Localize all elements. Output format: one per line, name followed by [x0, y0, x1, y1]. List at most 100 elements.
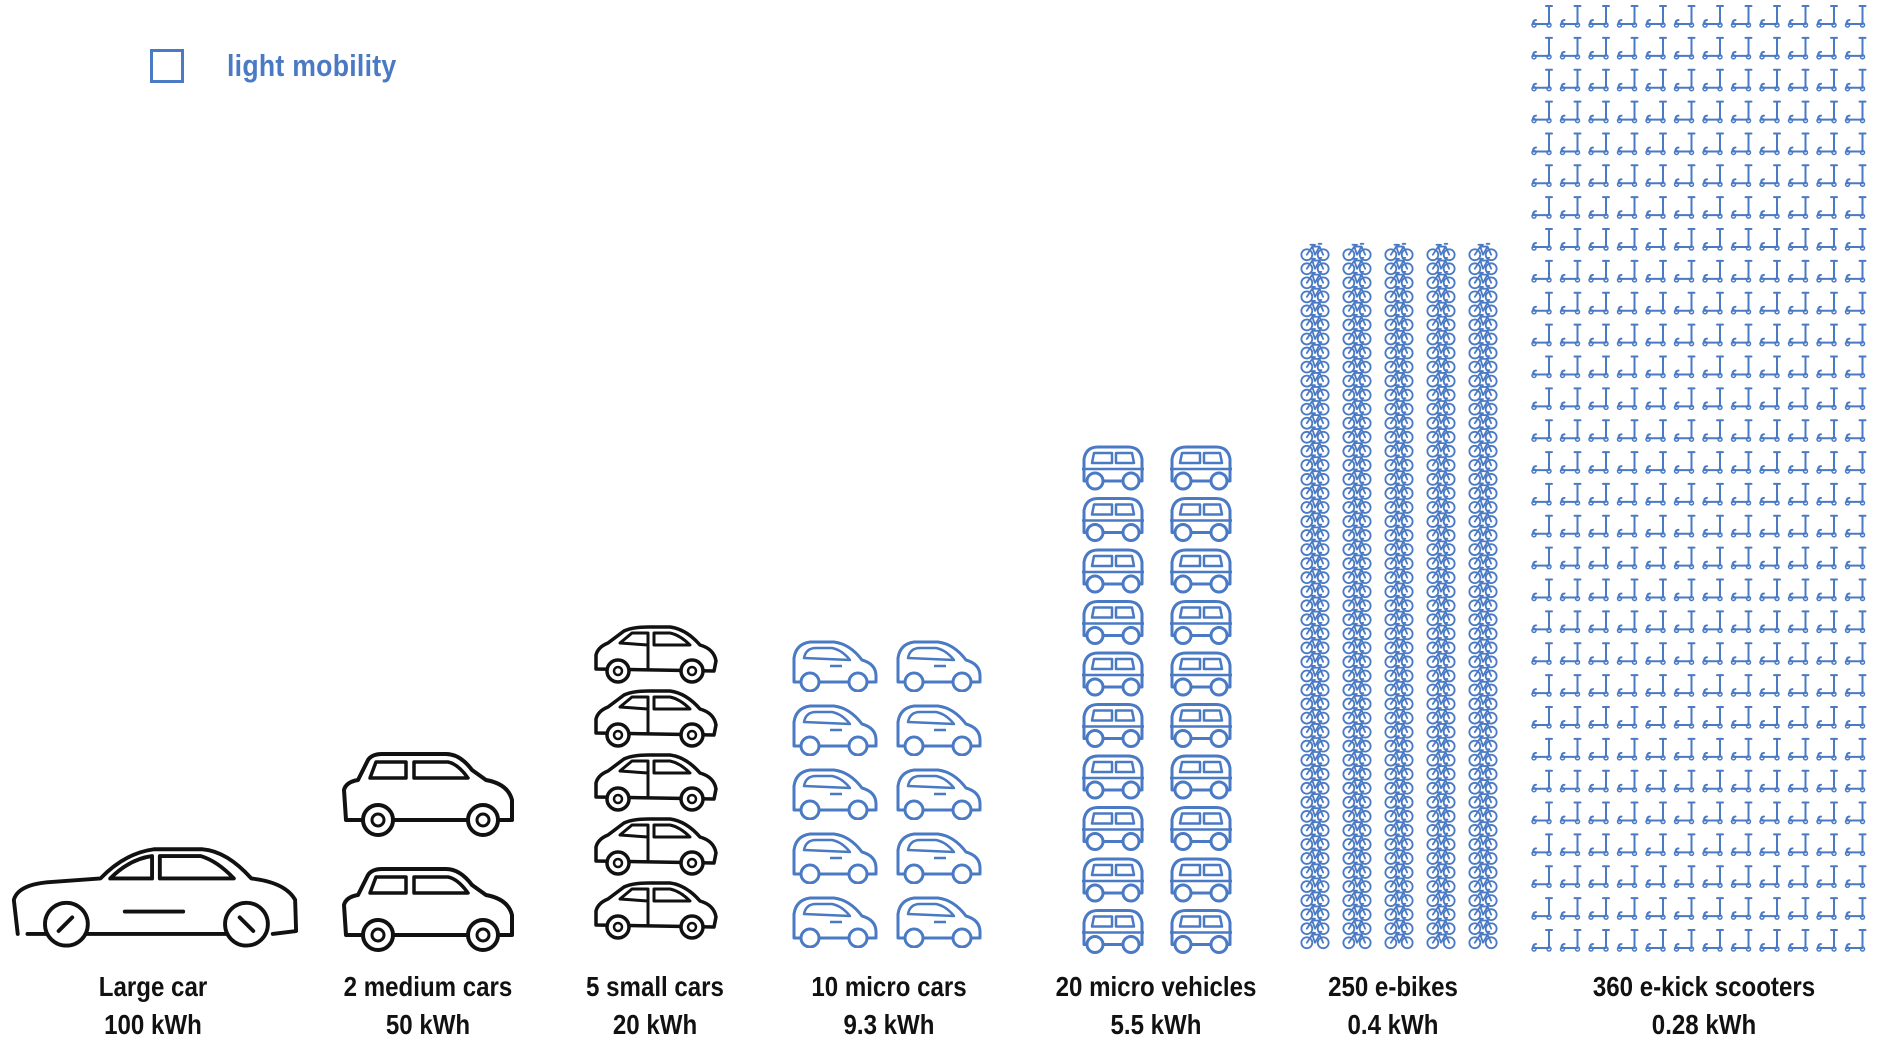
micro-vehicle-icon [1080, 497, 1146, 542]
legend-label: light mobility [227, 48, 397, 83]
kick-scooter-icon [1702, 833, 1724, 857]
micro-vehicle-icon [1168, 600, 1234, 645]
kick-scooter-icon [1844, 769, 1867, 793]
kick-scooter-icon [1531, 705, 1553, 729]
kick-scooter-icon [1730, 68, 1753, 92]
kick-scooter-icon [1559, 642, 1582, 666]
kick-scooter-icon [1816, 482, 1838, 506]
micro-car-icon [792, 768, 878, 820]
kick-scooter-icon [1616, 5, 1639, 28]
kick-scooter-icon [1816, 929, 1838, 952]
kick-scooter-icon [1616, 610, 1639, 634]
kick-scooter-icon [1616, 897, 1639, 921]
kick-scooter-icon [1702, 578, 1724, 602]
caption-energy: 5.5 kWh [1110, 1009, 1202, 1040]
kick-scooter-icon [1730, 578, 1753, 602]
kick-scooter-icon [1673, 259, 1696, 283]
kick-scooter-icon [1844, 705, 1867, 729]
kick-scooter-icon [1816, 355, 1838, 379]
kick-scooter-icon [1759, 387, 1781, 411]
kick-scooter-icon [1673, 546, 1696, 570]
kick-scooter-icon [1730, 164, 1753, 188]
kick-scooter-icon [1816, 323, 1838, 347]
kick-scooter-icon [1816, 865, 1838, 889]
micro-vehicle-icon [1080, 754, 1146, 800]
kick-scooter-icon [1559, 897, 1582, 921]
kick-scooter-icon [1531, 323, 1553, 347]
kick-scooter-icon [1616, 387, 1639, 411]
kick-scooter-icon [1531, 68, 1553, 92]
kick-scooter-icon [1787, 5, 1810, 28]
kick-scooter-icon [1844, 164, 1867, 188]
group-large-car [11, 847, 299, 948]
suv-icon [344, 869, 512, 950]
kick-scooter-icon [1730, 833, 1753, 857]
kick-scooter-icon [1616, 482, 1639, 506]
kick-scooter-icon [1531, 196, 1553, 220]
kick-scooter-icon [1531, 5, 1553, 28]
caption-micro-vehicles: 20 micro vehicles 5.5 kWh [1056, 968, 1257, 1044]
kick-scooter-icon [1645, 387, 1667, 411]
kick-scooter-icon [1645, 737, 1667, 761]
kick-scooter-icon [1844, 36, 1867, 60]
kick-scooter-icon [1787, 865, 1810, 889]
kick-scooter-icon [1673, 132, 1696, 156]
kick-scooter-icon [1645, 610, 1667, 634]
kick-scooter-icon [1559, 323, 1582, 347]
bicycle-icon [1426, 242, 1456, 262]
kick-scooter-icon [1531, 259, 1553, 283]
kick-scooter-icon [1759, 291, 1781, 315]
kick-scooter-icon [1759, 164, 1781, 188]
kick-scooter-icon [1759, 865, 1781, 889]
kick-scooter-icon [1759, 801, 1781, 825]
kick-scooter-icon [1616, 259, 1639, 283]
kick-scooter-icon [1588, 514, 1610, 538]
kick-scooter-icon [1787, 451, 1810, 475]
kick-scooter-icon [1816, 801, 1838, 825]
kick-scooter-icon [1816, 769, 1838, 793]
kick-scooter-icon [1673, 705, 1696, 729]
kick-scooter-icon [1730, 546, 1753, 570]
kick-scooter-icon [1645, 291, 1667, 315]
kick-scooter-icon [1844, 100, 1867, 124]
kick-scooter-icon [1702, 642, 1724, 666]
kick-scooter-icon [1645, 36, 1667, 60]
group-medium-cars [344, 754, 512, 950]
kick-scooter-icon [1844, 323, 1867, 347]
kick-scooter-icon [1588, 801, 1610, 825]
kick-scooter-icon [1816, 833, 1838, 857]
kick-scooter-icon [1759, 132, 1781, 156]
kick-scooter-icon [1645, 674, 1667, 698]
kick-scooter-icon [1730, 451, 1753, 475]
kick-scooter-icon [1787, 705, 1810, 729]
kick-scooter-icon [1730, 769, 1753, 793]
micro-car-icon [896, 896, 982, 948]
caption-name: 10 micro cars [811, 971, 967, 1002]
group-e-kick-scooters [1531, 5, 1867, 952]
kick-scooter-icon [1588, 737, 1610, 761]
kick-scooter-icon [1588, 132, 1610, 156]
kick-scooter-icon [1645, 419, 1667, 443]
kick-scooter-icon [1645, 5, 1667, 28]
kick-scooter-icon [1616, 769, 1639, 793]
kick-scooter-icon [1673, 514, 1696, 538]
kick-scooter-icon [1787, 737, 1810, 761]
kick-scooter-icon [1673, 196, 1696, 220]
kick-scooter-icon [1531, 865, 1553, 889]
kick-scooter-icon [1702, 36, 1724, 60]
kick-scooter-icon [1787, 546, 1810, 570]
kick-scooter-icon [1702, 5, 1724, 28]
kick-scooter-icon [1787, 323, 1810, 347]
kick-scooter-icon [1588, 100, 1610, 124]
kick-scooter-icon [1787, 100, 1810, 124]
kick-scooter-icon [1531, 514, 1553, 538]
kick-scooter-icon [1759, 833, 1781, 857]
bicycle-icon [1300, 242, 1330, 262]
kick-scooter-icon [1588, 387, 1610, 411]
kick-scooter-icon [1816, 291, 1838, 315]
kick-scooter-icon [1759, 196, 1781, 220]
kick-scooter-icon [1844, 801, 1867, 825]
kick-scooter-icon [1787, 929, 1810, 952]
kick-scooter-icon [1816, 164, 1838, 188]
bicycle-icon [1342, 242, 1372, 262]
